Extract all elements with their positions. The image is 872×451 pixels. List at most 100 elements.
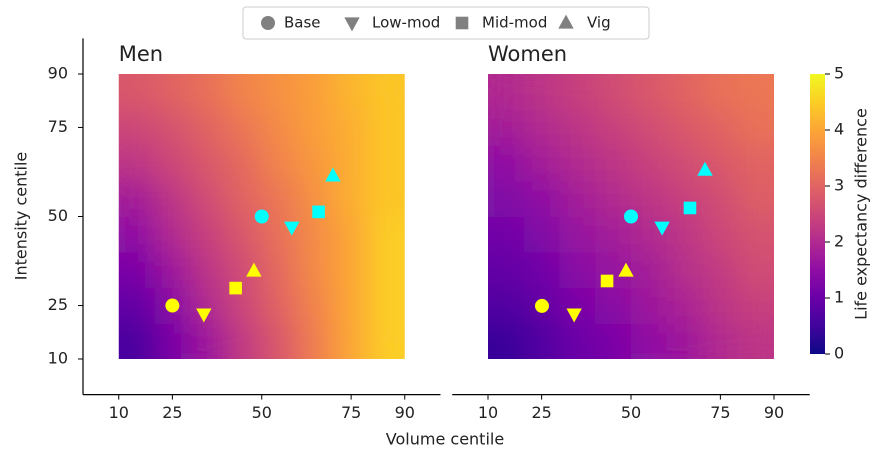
marker	[654, 221, 670, 236]
legend-label: Mid-mod	[482, 14, 547, 32]
y-axis-label: Intensity centile	[12, 152, 31, 281]
heatmap-cell	[190, 180, 227, 217]
colorbar-tick-label: 1	[834, 288, 844, 307]
heatmap-cell	[595, 323, 632, 359]
heatmap-cell	[738, 109, 774, 146]
x-tick-label: 10	[478, 403, 498, 422]
heatmap-cell	[559, 145, 596, 182]
heatmap-cell	[190, 109, 227, 146]
heatmap-cell	[738, 252, 774, 289]
heatmap-cell	[297, 216, 334, 253]
heatmap	[118, 74, 405, 359]
heatmap-cell	[666, 252, 703, 289]
heatmap-cell	[631, 323, 668, 359]
heatmap-cell	[595, 145, 632, 182]
colorbar-label: Life expectancy difference	[852, 108, 871, 320]
heatmap-cell	[631, 109, 668, 146]
heatmap-cells	[488, 74, 774, 359]
heatmap-cell	[488, 323, 525, 359]
heatmap-cell	[190, 74, 227, 111]
y-tick-label: 25	[48, 295, 68, 314]
legend-label: Vig	[587, 14, 611, 32]
heatmap-cell	[190, 323, 227, 359]
heatmap-cell	[333, 180, 370, 217]
x-tick-label: 90	[395, 403, 415, 422]
marker	[325, 167, 341, 182]
heatmap-cell	[666, 145, 703, 182]
heatmap-cell	[333, 109, 370, 146]
heatmap-cell	[559, 74, 596, 111]
x-tick-label: 25	[531, 403, 551, 422]
heatmap-cell	[631, 252, 668, 289]
heatmap-cell	[559, 180, 596, 217]
heatmap-cell	[333, 252, 370, 289]
colorbar-tick-label: 5	[834, 64, 844, 83]
marker	[312, 205, 325, 219]
heatmap-cell	[333, 74, 370, 111]
heatmap-cell	[702, 74, 739, 111]
heatmap-cell	[226, 216, 263, 253]
heatmap-cell	[523, 180, 560, 217]
heatmap-cell	[297, 145, 334, 182]
marker	[165, 298, 180, 313]
heatmap-cell	[333, 216, 370, 253]
legend-marker	[261, 16, 275, 30]
heatmap-cell	[297, 252, 334, 289]
heatmap-cell	[118, 109, 155, 146]
heatmap-cell	[523, 74, 560, 111]
heatmap-cell	[297, 287, 334, 324]
heatmap-cell	[702, 180, 739, 217]
heatmap-cell	[333, 323, 370, 359]
heatmap-cell	[369, 287, 405, 324]
legend-marker	[558, 14, 574, 29]
heatmap-cell	[261, 109, 298, 146]
heatmap-cell	[559, 109, 596, 146]
heatmap-cell	[488, 252, 525, 289]
heatmap-cell	[261, 180, 298, 217]
heatmap-cell	[297, 109, 334, 146]
heatmap-cell	[523, 145, 560, 182]
heatmap-cell	[595, 180, 632, 217]
x-tick-label: 50	[252, 403, 272, 422]
heatmap-cell	[261, 323, 298, 359]
heatmap-cell	[523, 252, 560, 289]
heatmap-cell	[666, 287, 703, 324]
heatmap-cell	[226, 180, 263, 217]
y-tick-label: 10	[48, 348, 68, 367]
heatmap-cell	[333, 287, 370, 324]
heatmap-cell	[154, 180, 191, 217]
x-tick-label: 10	[109, 403, 129, 422]
heatmap-cell	[702, 287, 739, 324]
heatmap-cell	[595, 287, 632, 324]
heatmap-cell	[118, 252, 155, 289]
heatmap-cell	[523, 216, 560, 253]
heatmap-cell	[631, 287, 668, 324]
heatmap-cell	[297, 74, 334, 111]
heatmap-cell	[261, 74, 298, 111]
legend-marker	[344, 17, 360, 32]
heatmap-cell	[595, 216, 632, 253]
heatmap-cell	[488, 216, 525, 253]
heatmap-cell	[666, 74, 703, 111]
heatmap-cell	[154, 323, 191, 359]
heatmap-cell	[595, 109, 632, 146]
heatmap-cell	[118, 287, 155, 324]
heatmap-cell	[190, 287, 227, 324]
heatmap-cell	[523, 109, 560, 146]
marker	[618, 262, 634, 277]
panel-title: Men	[119, 42, 163, 66]
heatmap-cell	[369, 216, 405, 253]
heatmap-cell	[154, 145, 191, 182]
heatmap-cell	[190, 145, 227, 182]
heatmap-cell	[702, 323, 739, 359]
heatmap-cell	[631, 145, 668, 182]
marker	[196, 308, 212, 323]
marker	[683, 201, 697, 215]
heatmap-cell	[369, 109, 405, 146]
heatmap-cell	[666, 216, 703, 253]
heatmap-cell	[226, 109, 263, 146]
heatmap-cell	[738, 216, 774, 253]
marker	[697, 161, 713, 176]
heatmap-cell	[261, 252, 298, 289]
